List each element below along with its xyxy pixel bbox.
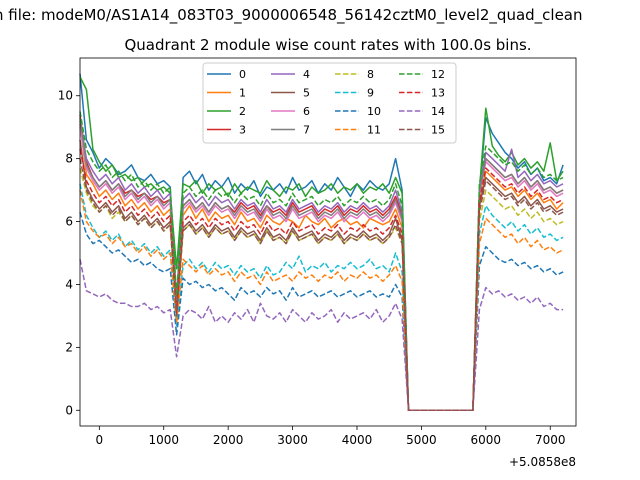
y-tick-label: 4: [65, 277, 73, 291]
y-tick-label: 0: [65, 403, 73, 417]
legend-label-7: 7: [303, 124, 310, 137]
series-line-11: [79, 189, 564, 412]
legend-label-14: 14: [431, 105, 445, 118]
x-tick-label: 0: [96, 433, 104, 447]
legend-label-15: 15: [431, 124, 445, 137]
x-tick-label: 3000: [277, 433, 308, 447]
series-line-2: [79, 76, 564, 412]
legend-box: [202, 62, 457, 144]
x-offset-label: +5.0858e8: [509, 455, 576, 469]
legend-label-5: 5: [303, 87, 310, 100]
legend-label-13: 13: [431, 87, 445, 100]
series-line-12: [79, 111, 564, 412]
x-tick-label: 6000: [471, 433, 502, 447]
series-line-7: [79, 117, 564, 412]
x-tick-label: 2000: [213, 433, 244, 447]
series-line-4: [79, 120, 564, 412]
legend-label-8: 8: [367, 68, 374, 81]
legend-label-6: 6: [303, 105, 310, 118]
chart-title: Quadrant 2 module wise count rates with …: [124, 36, 531, 54]
legend-label-12: 12: [431, 68, 445, 81]
series-line-13: [79, 149, 564, 412]
chart-suptitle: n file: modeM0/AS1A14_083T03_9000006548_…: [0, 6, 583, 25]
x-tick-label: 4000: [342, 433, 373, 447]
series-line-14: [79, 259, 564, 412]
y-tick-label: 10: [58, 89, 73, 103]
series-line-9: [79, 183, 564, 412]
legend-label-10: 10: [367, 105, 381, 118]
y-tick-label: 8: [65, 152, 73, 166]
legend-label-0: 0: [239, 68, 246, 81]
legend-label-9: 9: [367, 87, 374, 100]
legend-label-1: 1: [239, 87, 246, 100]
legend-label-4: 4: [303, 68, 310, 81]
y-tick-label: 2: [65, 340, 73, 354]
series-line-10: [79, 211, 564, 412]
series-line-5: [79, 139, 564, 412]
axes-frame: [79, 57, 577, 427]
x-tick-label: 7000: [535, 433, 566, 447]
x-tick-label: 1000: [148, 433, 179, 447]
x-tick-label: 5000: [406, 433, 437, 447]
legend-label-3: 3: [239, 124, 246, 137]
y-tick-label: 6: [65, 215, 73, 229]
series-line-15: [79, 158, 564, 412]
legend-label-11: 11: [367, 124, 381, 137]
legend-label-2: 2: [239, 105, 246, 118]
